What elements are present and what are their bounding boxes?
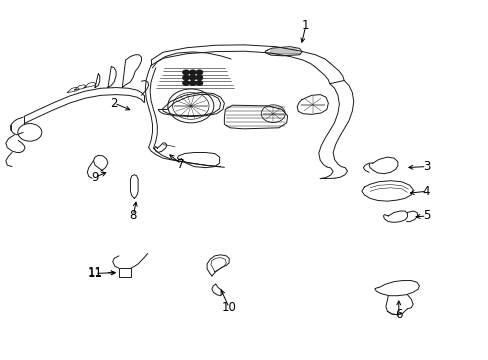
- Text: 4: 4: [422, 185, 429, 198]
- Text: 11: 11: [87, 267, 102, 280]
- Circle shape: [189, 70, 196, 75]
- Circle shape: [189, 75, 196, 80]
- Circle shape: [183, 70, 189, 75]
- Text: 9: 9: [91, 171, 99, 184]
- Text: 3: 3: [422, 160, 429, 173]
- Text: 2: 2: [110, 96, 118, 109]
- Text: 6: 6: [394, 308, 402, 321]
- Text: 5: 5: [422, 210, 429, 222]
- Circle shape: [189, 81, 196, 85]
- Text: 10: 10: [221, 301, 236, 314]
- Bar: [119, 268, 131, 277]
- Circle shape: [183, 75, 189, 80]
- Text: 8: 8: [129, 210, 137, 222]
- Text: 7: 7: [177, 158, 184, 171]
- Text: 1: 1: [302, 19, 309, 32]
- Circle shape: [183, 81, 189, 85]
- Circle shape: [196, 81, 203, 85]
- Circle shape: [196, 75, 203, 80]
- Circle shape: [196, 70, 203, 75]
- Text: 11: 11: [87, 266, 102, 279]
